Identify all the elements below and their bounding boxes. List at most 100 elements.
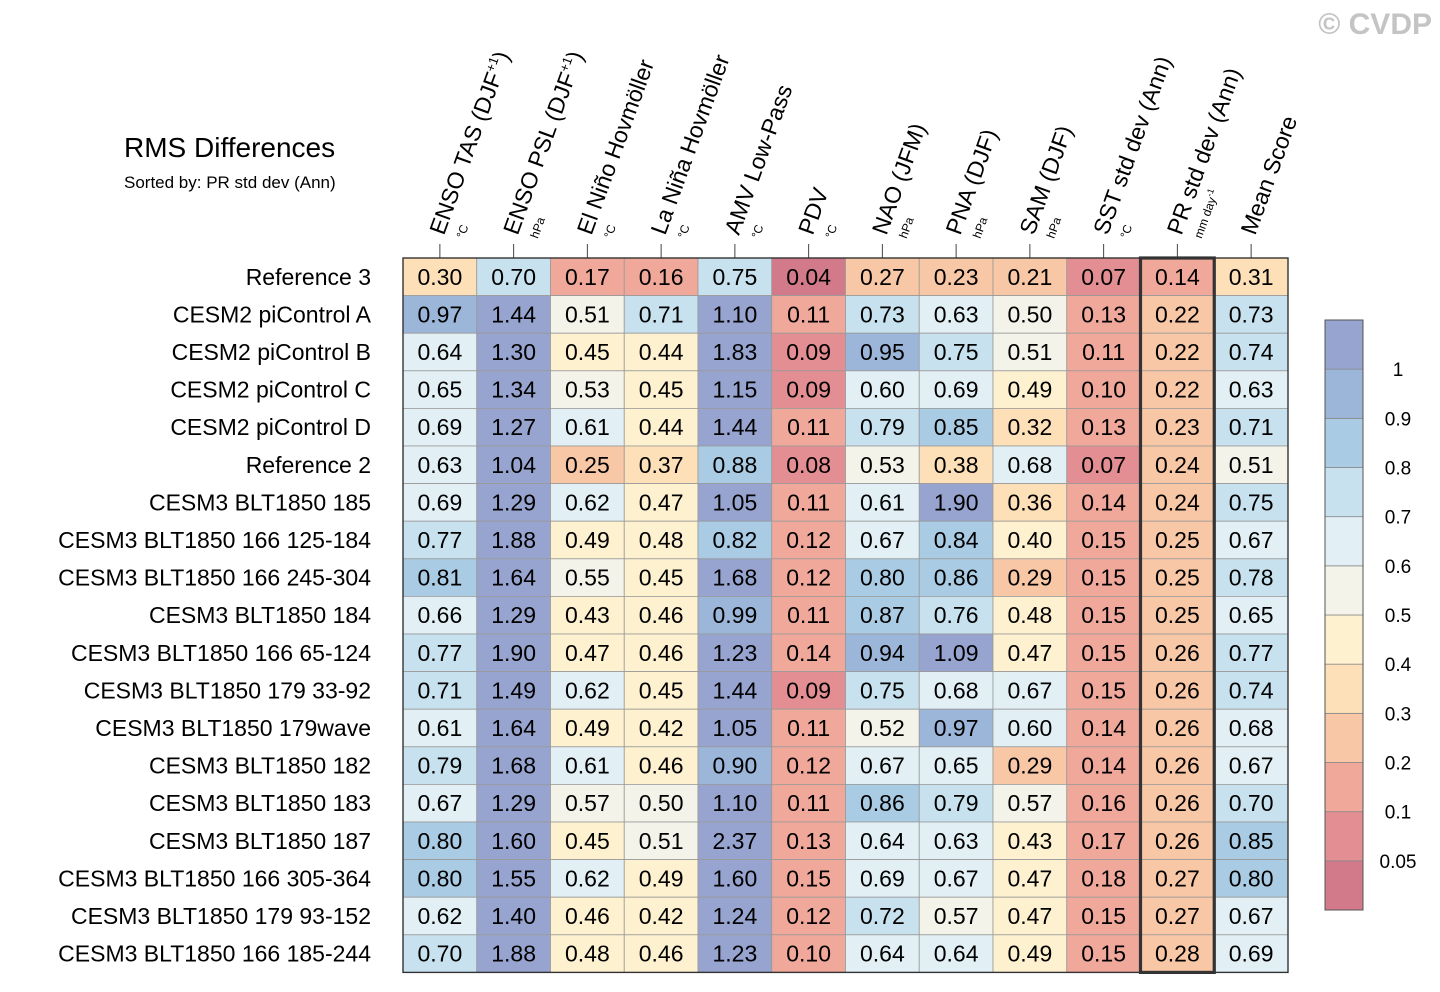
row-label: CESM3 BLT1850 166 65-124: [71, 640, 371, 666]
cell-value: 0.26: [1155, 640, 1200, 666]
cell-value: 0.78: [1229, 565, 1274, 591]
cell-value: 0.44: [639, 414, 684, 440]
cell-value: 1.44: [712, 414, 757, 440]
cell-value: 0.08: [786, 452, 831, 478]
cell-value: 0.49: [565, 527, 610, 553]
heatmap-cell: [771, 370, 846, 409]
row-label: CESM3 BLT1850 182: [149, 753, 371, 779]
heatmap-cell: [1066, 633, 1141, 672]
heatmap-cell: [550, 708, 625, 748]
cell-value: 0.09: [786, 677, 831, 703]
cell-value: 0.15: [1081, 640, 1126, 666]
row-label: Reference 3: [246, 264, 371, 290]
cell-value: 0.64: [417, 339, 462, 365]
heatmap-cell: [1140, 445, 1215, 484]
row-label: CESM3 BLT1850 166 305-364: [58, 865, 371, 891]
cell-value: 1.30: [491, 339, 536, 365]
heatmap-cell: [992, 784, 1068, 823]
heatmap-cell: [845, 558, 920, 597]
heatmap-cell: [1140, 821, 1215, 860]
cell-value: 0.07: [1081, 264, 1126, 290]
heatmap-cell: [1066, 295, 1141, 334]
colorbar-band: [1324, 712, 1364, 763]
cell-value: 0.66: [417, 602, 462, 628]
heatmap-cell: [402, 370, 478, 409]
cell-value: 0.53: [565, 377, 610, 403]
heatmap-cell: [1140, 708, 1215, 748]
cell-value: 0.94: [860, 640, 905, 666]
heatmap-cell: [1066, 784, 1141, 823]
heatmap-cell: [1213, 821, 1289, 860]
heatmap-cell: [845, 520, 920, 560]
cell-value: 0.76: [934, 602, 979, 628]
heatmap-cell: [402, 596, 478, 635]
heatmap-cell: [697, 370, 773, 409]
cell-value: 0.80: [417, 865, 462, 891]
heatmap-cell: [918, 671, 994, 710]
heatmap-cell: [697, 746, 773, 785]
cell-value: 0.65: [417, 377, 462, 403]
cell-value: 0.12: [786, 527, 831, 553]
row-labels: Reference 3 CESM2 piControl A CESM2 piCont…: [58, 264, 372, 967]
heatmap-cell: [623, 633, 699, 672]
heatmap-cell: [623, 934, 699, 973]
cell-value: 0.25: [1155, 602, 1200, 628]
cell-value: 0.49: [565, 715, 610, 741]
cell-value: 0.67: [860, 753, 905, 779]
cell-value: 0.67: [1229, 527, 1274, 553]
cell-value: 0.11: [1082, 339, 1125, 365]
row-label: Reference 2: [246, 452, 371, 478]
cell-value: 0.15: [1081, 527, 1126, 553]
heatmap-cell: [476, 746, 551, 785]
cell-value: 0.73: [1229, 301, 1274, 327]
heatmap-cell: [1140, 370, 1215, 409]
heatmap-cell: [1066, 671, 1141, 710]
cell-value: 0.55: [565, 565, 610, 591]
cell-value: 0.07: [1081, 452, 1126, 478]
cell-value: 0.22: [1155, 377, 1200, 403]
cell-value: 0.67: [934, 865, 979, 891]
cell-value: 0.46: [565, 903, 610, 929]
row-label: CESM3 BLT1850 166 125-184: [58, 527, 371, 553]
heatmap-cells: 0.30 0.70 0.17 0.16 0.75 0.04 0.27 0.23 0.21 0.07…: [402, 256, 1289, 975]
heatmap-cell: [1213, 332, 1289, 372]
cell-value: 0.67: [1007, 677, 1052, 703]
cell-value: 2.37: [712, 828, 757, 854]
column-label-text: NAO (JFM): [867, 120, 931, 238]
cell-value: 0.31: [1229, 264, 1274, 290]
heatmap-cell: [476, 859, 551, 898]
column-unit: °C: [749, 222, 767, 240]
row-label: CESM3 BLT1850 179 33-92: [84, 677, 371, 703]
heatmap-cell: [697, 671, 773, 710]
heatmap-cell: [402, 483, 478, 522]
heatmap-cell: [476, 821, 551, 860]
cell-value: 0.25: [1155, 565, 1200, 591]
heatmap-cell: [697, 483, 773, 522]
heatmap-frame: [402, 257, 1289, 974]
cell-value: 0.15: [1081, 903, 1126, 929]
heatmap-cell: [845, 483, 920, 522]
colorbar-tick-label: 0.8: [1385, 459, 1411, 480]
heatmap-cell: [550, 370, 625, 409]
colorbar-tick-label: 0.1: [1385, 803, 1411, 824]
heatmap-cell: [918, 257, 994, 296]
column-unit: °C: [675, 222, 693, 240]
cell-value: 0.17: [565, 264, 610, 290]
colorbar-band: [1324, 368, 1364, 419]
cell-value: 1.64: [491, 715, 536, 741]
cell-value: 1.05: [712, 489, 757, 515]
cell-value: 0.70: [417, 941, 462, 967]
heatmap-cell: [1213, 746, 1289, 785]
heatmap-cell: [918, 520, 994, 560]
cell-value: 0.71: [639, 301, 684, 327]
heatmap-cell: [1213, 934, 1289, 973]
cell-value: 0.88: [712, 452, 757, 478]
sort-column-highlight: [1138, 256, 1216, 975]
row-label: CESM2 piControl B: [172, 339, 371, 365]
cell-value: 0.26: [1155, 677, 1200, 703]
heatmap-cell: [992, 407, 1068, 447]
row-label: CESM2 piControl C: [170, 377, 371, 403]
chart-title: RMS Differences: [124, 132, 335, 163]
cell-value: 0.11: [787, 301, 830, 327]
